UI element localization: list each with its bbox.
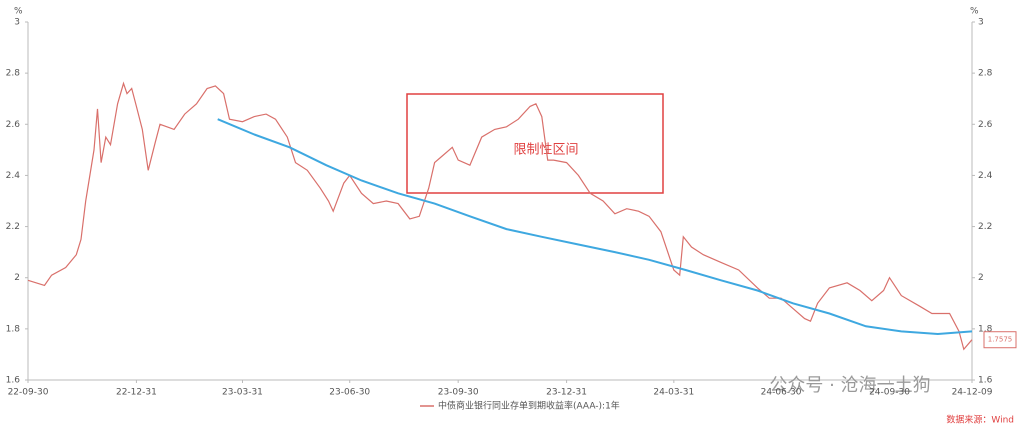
x-tick-label: 23-06-30 xyxy=(329,388,370,398)
y2-tick-label: 3 xyxy=(978,18,984,28)
y-tick-label: 1.8 xyxy=(6,324,21,334)
y-tick-label: 2.6 xyxy=(6,120,21,130)
y2-tick-label: 2.4 xyxy=(978,171,993,181)
y-axis-unit: % xyxy=(14,7,23,17)
x-tick-label: 22-09-30 xyxy=(8,388,49,398)
x-tick-label: 24-09-30 xyxy=(869,388,910,398)
y2-tick-label: 2.6 xyxy=(978,120,993,130)
y2-tick-label: 1.6 xyxy=(978,376,993,386)
y-tick-label: 2 xyxy=(14,273,20,283)
end-label: 1.7575 xyxy=(988,336,1013,344)
y-tick-label: 2.8 xyxy=(6,69,21,79)
line xyxy=(27,81,973,351)
x-tick-label: 23-12-31 xyxy=(546,388,587,398)
y2-tick-label: 2.2 xyxy=(978,222,992,232)
legend-label: 中债商业银行同业存单到期收益率(AAA-):1年 xyxy=(438,400,620,412)
y2-tick-label: 2.8 xyxy=(978,69,993,79)
x-tick-label: 24-12-09 xyxy=(952,388,993,398)
x-tick-label: 22-12-31 xyxy=(116,388,157,398)
x-tick-label: 23-03-31 xyxy=(222,388,263,398)
y2-tick-label: 1.8 xyxy=(978,324,993,334)
annotation-box xyxy=(406,93,664,194)
x-tick-label: 24-03-31 xyxy=(653,388,694,398)
y-tick-label: 1.6 xyxy=(6,376,21,386)
x-tick-label: 23-09-30 xyxy=(438,388,479,398)
y2-tick-label: 2 xyxy=(978,273,984,283)
end-label-box xyxy=(983,331,1017,349)
y-tick-label: 2.2 xyxy=(6,222,20,232)
line xyxy=(217,118,973,336)
y2-axis-unit: % xyxy=(970,7,979,17)
y-tick-label: 3 xyxy=(14,18,20,28)
source: 数据来源：Wind xyxy=(946,414,1014,426)
y-tick-label: 2.4 xyxy=(6,171,21,181)
watermark: 公众号 · 沧海一土狗 xyxy=(769,375,930,396)
x-tick-label: 24-06-30 xyxy=(761,388,802,398)
